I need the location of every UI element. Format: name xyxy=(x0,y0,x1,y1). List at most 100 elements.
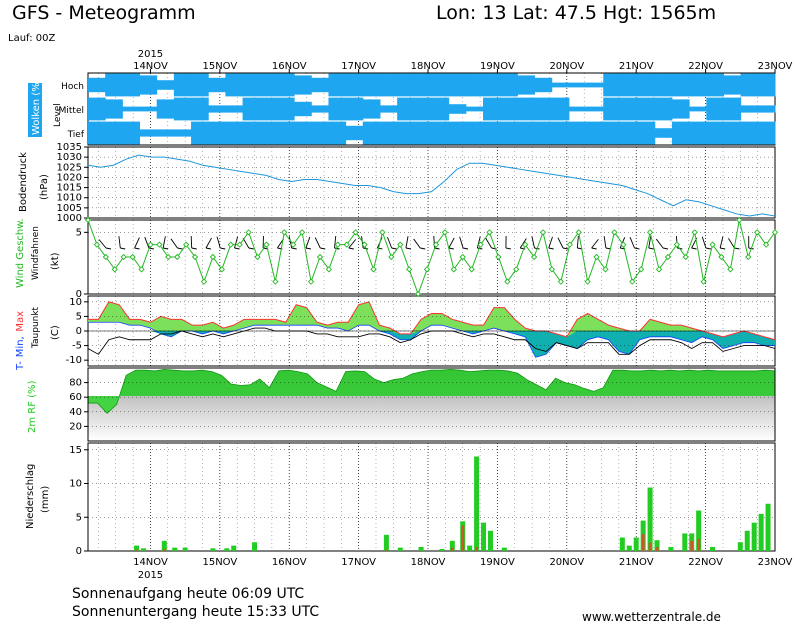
model-run-label: Lauf: 00Z xyxy=(8,33,56,44)
cloud-cell xyxy=(225,105,244,113)
wind-barb xyxy=(314,237,321,249)
x-tick-label-top: 18NOV xyxy=(411,61,446,72)
precip-bar xyxy=(161,540,167,551)
dewpoint-label: Taupunkt xyxy=(31,306,41,349)
cloud-cell xyxy=(122,121,141,145)
cloud-cell xyxy=(465,73,484,97)
wind-speed-marker xyxy=(530,253,538,261)
wind-barb xyxy=(334,236,337,249)
cloud-cell xyxy=(654,128,673,138)
cloud-cell xyxy=(431,73,450,97)
cloud-cell xyxy=(465,121,484,145)
cloud-cell xyxy=(139,129,158,137)
y-tick-label-rh: 40 xyxy=(69,407,82,418)
cloud-cell xyxy=(757,105,776,113)
cloud-cell xyxy=(379,121,398,145)
wind-barb xyxy=(629,237,635,249)
wind-barb xyxy=(648,236,652,249)
cloud-cell xyxy=(517,97,536,121)
wind-speed-marker xyxy=(736,216,743,224)
wind-speed-marker xyxy=(495,253,502,261)
cloud-cell xyxy=(105,121,123,145)
humidity-high-area xyxy=(88,369,775,414)
wind-speed-marker xyxy=(370,266,377,273)
cloud-cell xyxy=(105,73,123,97)
y-tick-label-rh: 60 xyxy=(69,392,82,403)
precip-bar xyxy=(224,548,230,551)
temp-min-line xyxy=(88,321,775,358)
wind-barb-label: Windfahnen xyxy=(31,226,41,280)
wind-speed-marker xyxy=(334,241,341,248)
wind-barb xyxy=(719,236,724,249)
wind-barb xyxy=(519,238,527,249)
cloud-cell xyxy=(620,121,639,145)
y-tick-label-precip: 15 xyxy=(69,445,82,456)
temp-max-line xyxy=(88,301,776,341)
cloud-cell xyxy=(740,121,759,145)
cloud-cell xyxy=(259,97,278,121)
precip-bar xyxy=(765,503,771,551)
cloud-cell xyxy=(603,97,621,121)
x-tick-label-top: 17NOV xyxy=(341,61,376,72)
cloud-cell xyxy=(105,99,123,119)
wind-barb-flag xyxy=(520,247,526,250)
wind-speed-marker xyxy=(379,229,386,236)
precip-bar xyxy=(134,545,140,551)
wind-barb xyxy=(548,236,553,249)
wind-speed-marker xyxy=(459,253,466,261)
temp-ylabel-part: T- xyxy=(15,361,26,371)
y-tick-label-rh: 80 xyxy=(69,378,82,389)
cloud-cell xyxy=(551,97,570,121)
x-tick-label-bottom: 14NOV xyxy=(133,557,168,568)
cloud-cell xyxy=(311,105,329,113)
wind-barb xyxy=(531,236,535,249)
wind-barb-flag xyxy=(405,247,412,250)
wind-speed-marker xyxy=(111,266,118,273)
wind-speed-marker xyxy=(236,241,243,248)
wind-speed-marker xyxy=(183,241,190,248)
cloud-cell xyxy=(689,73,707,97)
y-tick-label-wind: 5 xyxy=(76,227,82,238)
y-tick-label-pressure: 1000 xyxy=(57,213,82,224)
wind-speed-marker xyxy=(397,241,404,248)
cloud-cell xyxy=(448,121,467,145)
precip-bar xyxy=(172,547,178,551)
wind-barb-flag xyxy=(648,247,654,250)
y-tick-label-pressure: 1005 xyxy=(57,203,82,214)
wind-barb-flag xyxy=(477,247,483,250)
cloud-cell xyxy=(294,75,312,95)
cloud-cell xyxy=(534,121,553,145)
wind-barb-flag xyxy=(120,247,126,250)
precip-conv-bar xyxy=(697,538,701,551)
wind-speed-marker xyxy=(593,253,600,261)
x-tick-label-bottom: 19NOV xyxy=(480,557,515,568)
wind-speed-marker xyxy=(700,278,707,285)
wind-speed-marker xyxy=(629,278,636,285)
x-tick-label-top: 14NOV xyxy=(133,61,168,72)
cloud-cell xyxy=(208,77,226,93)
wind-barb-flag xyxy=(305,247,312,250)
location-info: Lon: 13 Lat: 47.5 Hgt: 1565m xyxy=(436,2,717,24)
humidity-line xyxy=(88,369,776,414)
wind-barb xyxy=(190,235,193,249)
precip-conv-bar xyxy=(648,542,652,551)
cloud-cell xyxy=(173,73,192,97)
wind-speed-marker xyxy=(646,229,654,236)
cloud-cell xyxy=(620,97,639,121)
wind-speed-marker xyxy=(414,290,422,298)
wind-barb-flag xyxy=(105,247,112,250)
wind-speed-marker xyxy=(84,216,92,224)
x-tick-label-top: 22NOV xyxy=(688,61,723,72)
cloud-cell xyxy=(551,121,570,145)
wind-barb-flag xyxy=(334,247,340,250)
wind-barb xyxy=(170,238,178,249)
y-tick-label-pressure: 1015 xyxy=(57,183,82,194)
cloud-cell xyxy=(294,101,312,117)
wind-barb xyxy=(162,236,166,249)
precip-bar xyxy=(758,513,764,551)
wind-speed-marker xyxy=(664,253,672,261)
wind-speed-marker xyxy=(620,241,627,248)
y-tick-label-precip: 10 xyxy=(69,479,82,490)
wind-speed-marker xyxy=(191,253,199,261)
wind-speed-marker xyxy=(745,253,752,261)
